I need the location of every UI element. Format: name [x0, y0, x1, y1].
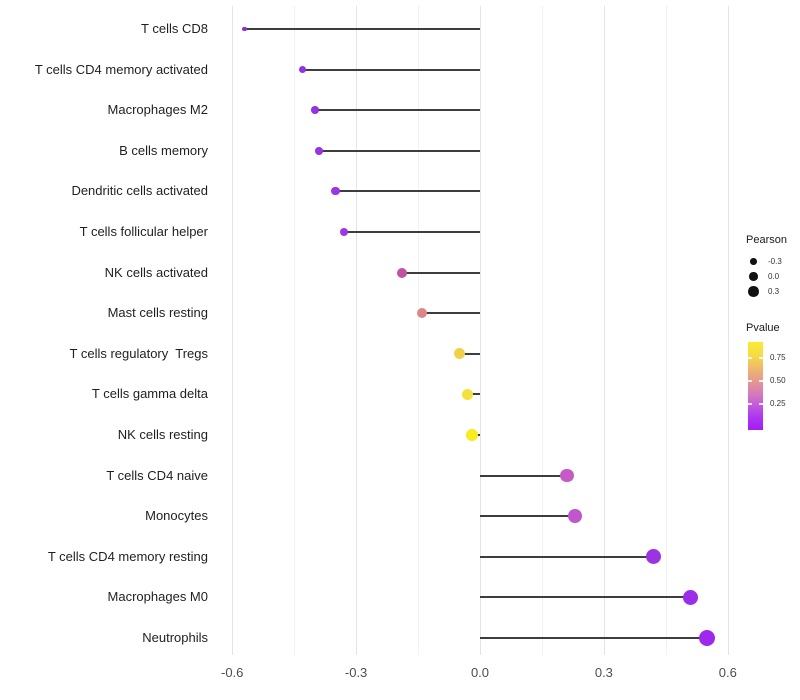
size-legend-value: 0.3: [768, 287, 780, 296]
colorbar-tick: [759, 357, 763, 359]
lollipop-stick: [459, 352, 480, 355]
size-legend-value: 0.0: [768, 272, 780, 281]
data-point-dot: [396, 267, 407, 278]
color-legend: Pvalue 0.75 0.50 0.25: [746, 322, 800, 432]
gridline-major: [480, 6, 481, 655]
colorbar-tick: [748, 380, 752, 382]
lollipop-stick: [318, 149, 480, 152]
x-axis-tick-label: 0.0: [470, 665, 490, 680]
lollipop-stick: [335, 190, 480, 193]
data-point-dot: [315, 147, 323, 155]
size-legend-entry: 0.3: [746, 284, 800, 299]
size-legend-title: Pearson: [746, 234, 787, 246]
colorbar-tick-label: 0.75: [770, 353, 786, 362]
size-legend-entry: 0.0: [746, 269, 800, 284]
x-axis-tick-label: -0.6: [220, 665, 244, 680]
data-point-dot: [699, 629, 716, 646]
lollipop-stick: [343, 231, 480, 233]
gridline-minor: [294, 6, 296, 655]
data-point-dot: [461, 388, 474, 401]
colorbar-tick: [759, 403, 763, 405]
y-axis-label: T cells follicular helper: [79, 224, 208, 239]
size-legend-dot: [750, 258, 757, 265]
lollipop-stick: [480, 596, 691, 599]
y-axis-label: T cells regulatory Tregs: [69, 345, 208, 361]
y-axis-label: Monocytes: [145, 508, 208, 524]
y-axis-label: T cells CD4 naive: [106, 467, 208, 483]
y-axis-label: NK cells resting: [117, 427, 208, 442]
lollipop-stick: [401, 271, 480, 274]
y-axis-label: T cells CD4 memory resting: [47, 548, 208, 564]
y-axis-label: Macrophages M0: [107, 589, 208, 605]
size-legend-entries: -0.3 0.0 0.3: [746, 254, 800, 299]
data-point-dot: [568, 509, 582, 524]
gridline-major: [232, 6, 234, 655]
data-point-dot: [645, 549, 661, 565]
lollipop-stick: [302, 68, 480, 71]
color-legend-title: Pvalue: [746, 322, 780, 334]
y-axis-label: B cells memory: [119, 142, 208, 158]
lollipop-stick: [480, 515, 575, 518]
lollipop-stick: [480, 474, 567, 477]
y-axis-label: Macrophages M2: [107, 102, 208, 118]
colorbar-tick: [759, 380, 763, 382]
gridline-minor: [665, 6, 667, 655]
colorbar-tick: [748, 403, 752, 405]
data-point-dot: [559, 468, 574, 483]
size-legend: Pearson -0.3 0.0 0.3: [746, 234, 800, 299]
data-point-dot: [465, 429, 478, 441]
gridline-minor: [418, 6, 420, 655]
size-legend-dot: [749, 272, 758, 281]
x-axis-tick-label: -0.3: [344, 665, 368, 680]
gridline-major: [356, 6, 358, 655]
lollipop-stick: [480, 555, 654, 558]
data-point-dot: [311, 106, 319, 114]
data-point-dot: [331, 187, 340, 196]
y-axis-label: Mast cells resting: [107, 305, 208, 321]
y-axis-label: T cells CD4 memory activated: [34, 61, 208, 77]
data-point-dot: [339, 227, 348, 237]
data-point-dot: [416, 307, 428, 319]
lollipop-stick: [314, 109, 480, 112]
size-legend-value: -0.3: [768, 257, 782, 266]
lollipop-stick: [422, 312, 480, 315]
x-axis-tick-label: 0.3: [594, 665, 613, 680]
data-point-dot: [682, 589, 699, 606]
colorbar: 0.75 0.50 0.25: [746, 342, 800, 432]
colorbar-tick-label: 0.50: [770, 376, 786, 385]
x-axis-tick-label: 0.6: [718, 665, 737, 680]
lollipop-stick: [467, 393, 480, 396]
y-axis-label: Dendritic cells activated: [71, 183, 208, 199]
size-legend-entry: -0.3: [746, 254, 800, 269]
y-axis-label: T cells gamma delta: [91, 386, 208, 402]
gridline-major: [603, 6, 605, 655]
size-legend-dot: [748, 286, 759, 297]
gridline-major: [727, 6, 729, 655]
data-point-dot: [242, 26, 247, 32]
gridline-minor: [541, 6, 543, 655]
y-axis-label: NK cells activated: [104, 264, 208, 280]
colorbar-tick: [748, 357, 752, 359]
colorbar-gradient: [748, 342, 763, 430]
y-axis-label: T cells CD8: [141, 21, 208, 36]
colorbar-tick-label: 0.25: [770, 399, 786, 408]
lollipop-stick: [244, 28, 480, 30]
y-axis-label: Neutrophils: [142, 630, 208, 645]
legend: Pearson -0.3 0.0 0.3 Pvalue 0.75 0.50 0.25: [746, 234, 800, 432]
data-point-dot: [453, 348, 466, 360]
lollipop-stick: [480, 637, 708, 639]
data-point-dot: [298, 66, 306, 74]
